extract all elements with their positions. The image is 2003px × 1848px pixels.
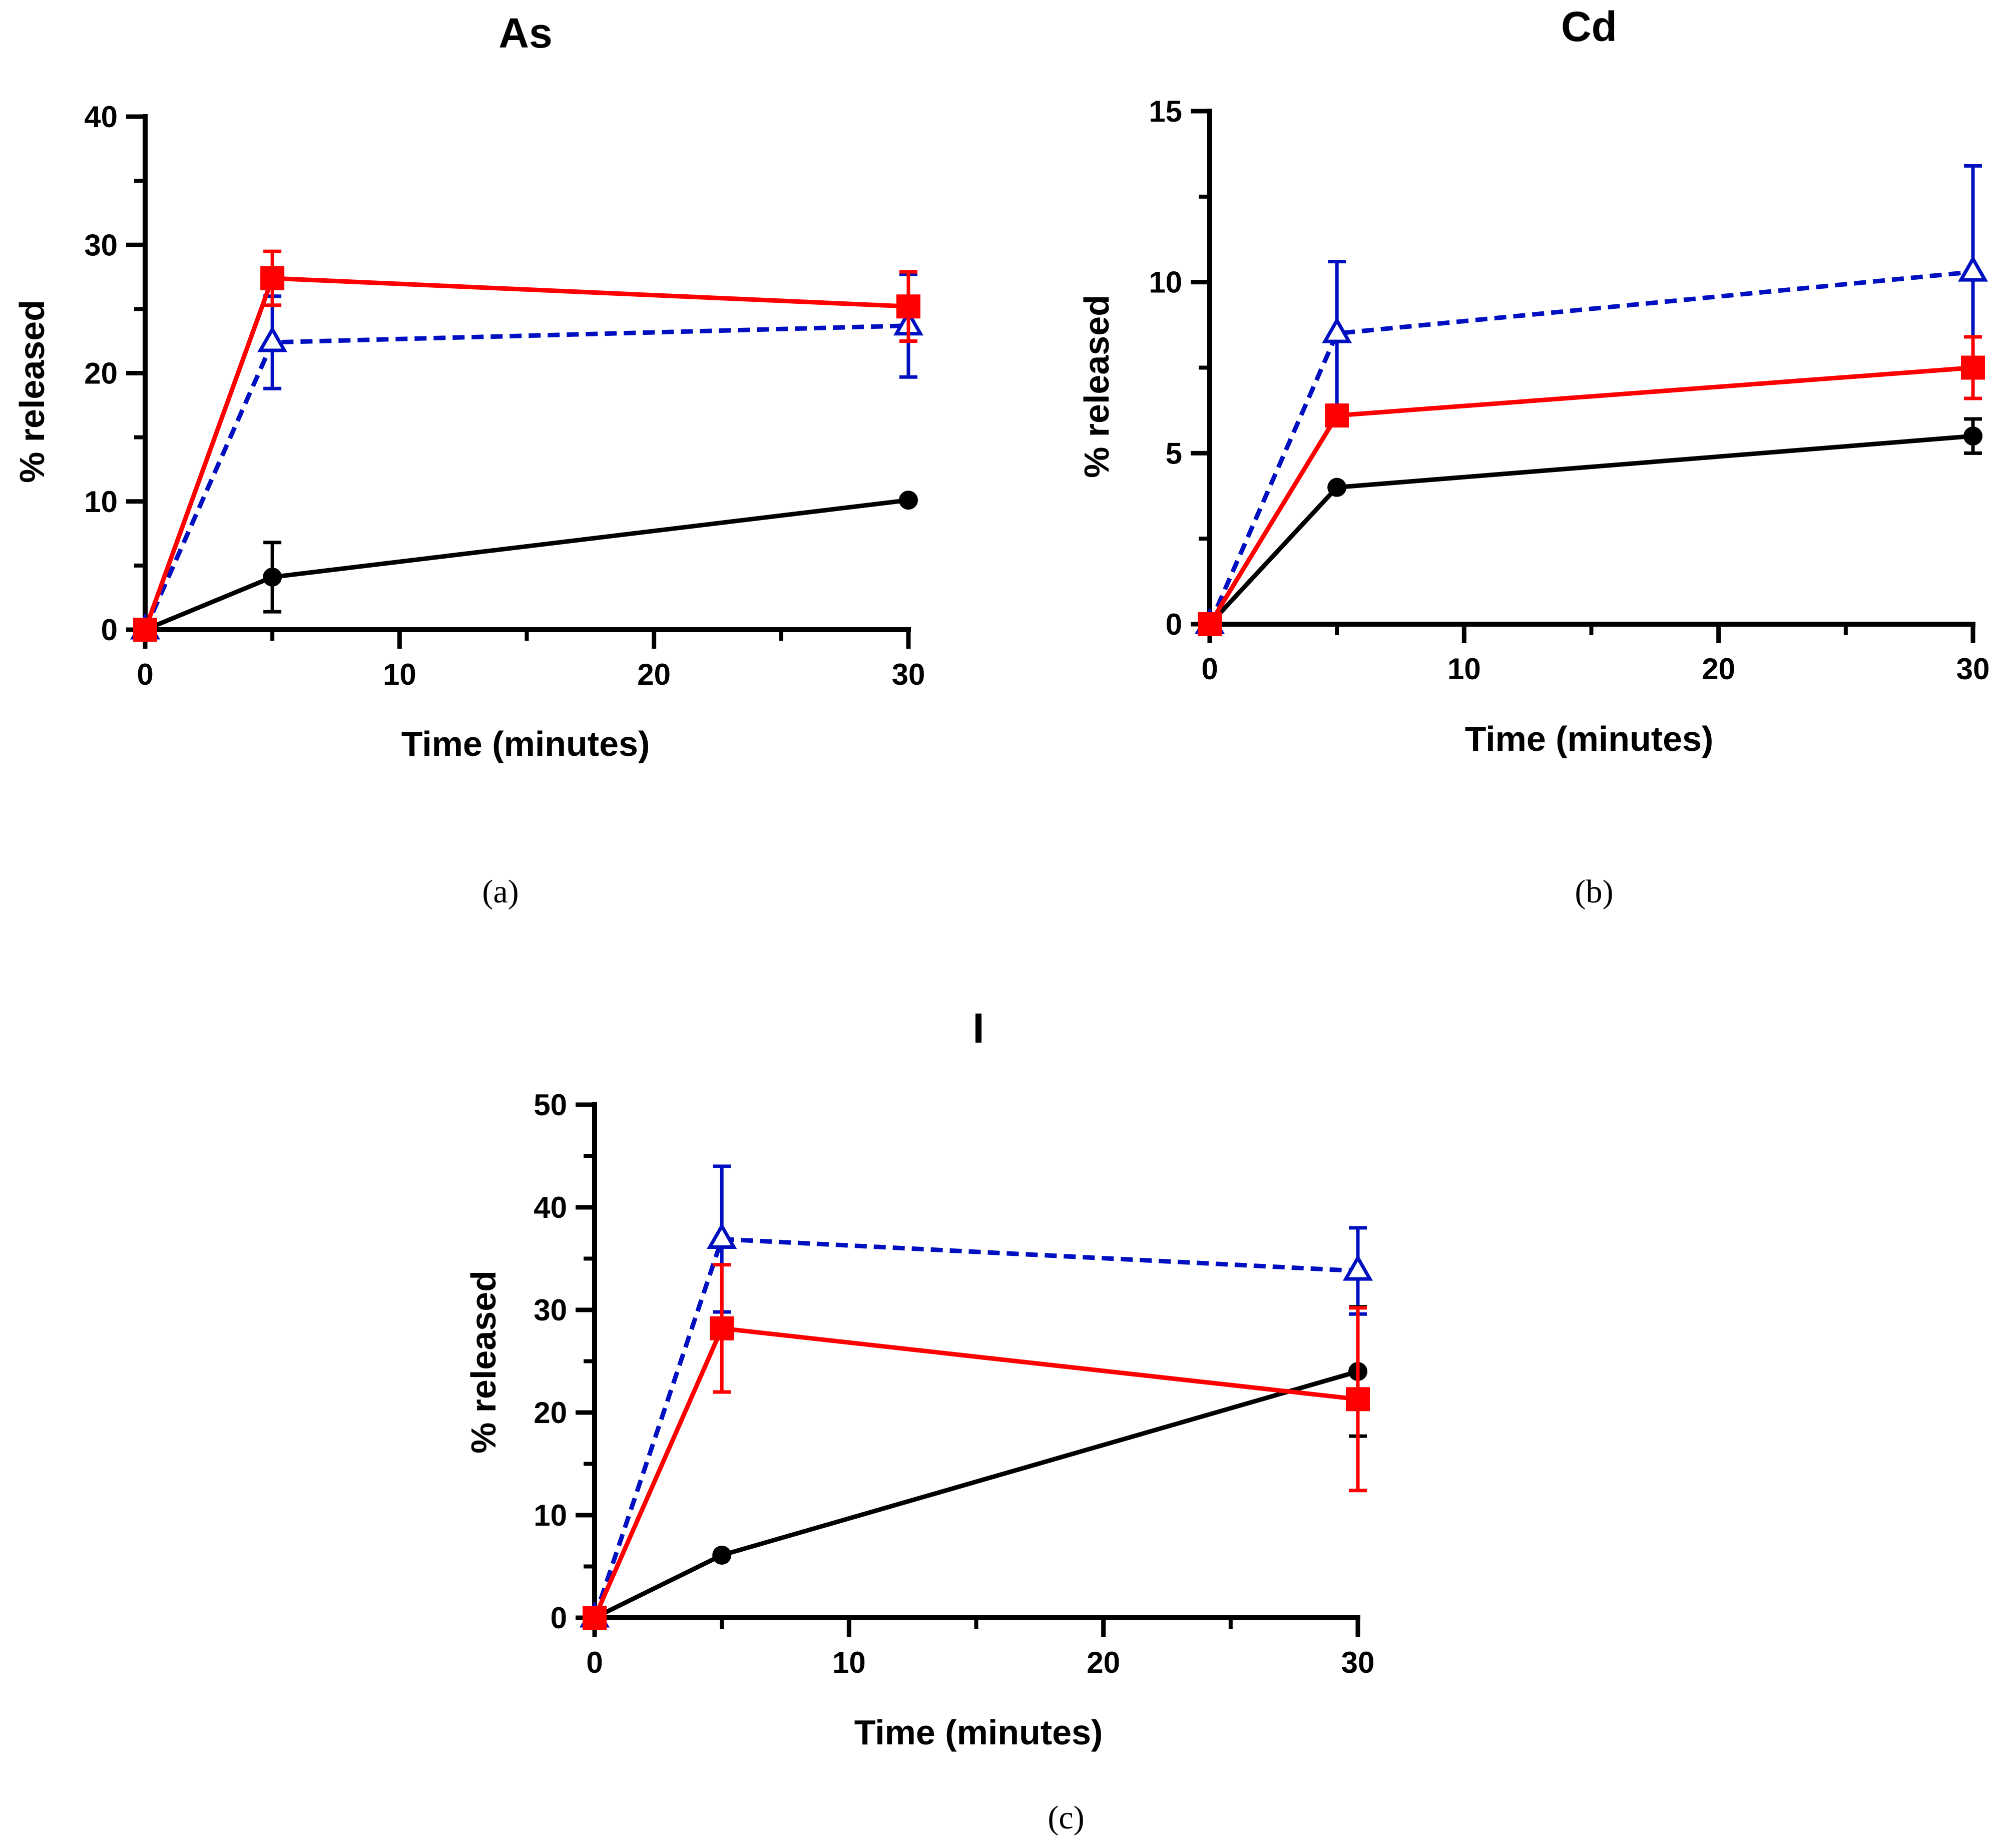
x-tick-label: 20 bbox=[1702, 652, 1735, 686]
y-tick-label: 10 bbox=[84, 485, 118, 519]
caption: (b) bbox=[1575, 873, 1614, 910]
y-tick-label: 5 bbox=[1166, 436, 1182, 470]
data-point bbox=[896, 294, 920, 319]
caption: (a) bbox=[482, 873, 519, 910]
x-axis-label: Time (minutes) bbox=[401, 724, 650, 763]
y-tick-label: 0 bbox=[101, 613, 118, 647]
series-line bbox=[1208, 365, 1973, 626]
x-tick-label: 10 bbox=[383, 658, 416, 691]
data-point bbox=[1346, 1387, 1370, 1412]
y-tick-label: 20 bbox=[534, 1396, 567, 1430]
series-red bbox=[1198, 335, 1985, 636]
x-tick-label: 10 bbox=[1447, 652, 1481, 686]
y-axis-label: % released bbox=[464, 1270, 503, 1454]
y-tick-label: 50 bbox=[534, 1088, 567, 1122]
chart-title: I bbox=[972, 1005, 984, 1052]
y-tick-label: 0 bbox=[551, 1601, 567, 1635]
series-line bbox=[594, 1369, 1359, 1620]
x-tick-label: 0 bbox=[586, 1646, 603, 1679]
data-point bbox=[583, 1606, 607, 1630]
x-tick-label: 30 bbox=[1956, 652, 1990, 686]
series-line bbox=[144, 498, 909, 632]
data-point bbox=[1957, 255, 1988, 282]
panel-c: I Time (minutes) % released 010203040500… bbox=[464, 1005, 1374, 1836]
data-point bbox=[712, 1545, 732, 1565]
data-point bbox=[1325, 403, 1349, 428]
y-tick-label: 40 bbox=[534, 1191, 567, 1224]
x-tick-label: 30 bbox=[892, 658, 925, 691]
data-point bbox=[263, 567, 282, 587]
x-tick-label: 20 bbox=[637, 658, 671, 691]
series-blue bbox=[1194, 164, 1988, 634]
y-tick-label: 0 bbox=[1166, 608, 1182, 641]
data-point bbox=[1327, 478, 1347, 497]
series-line bbox=[1207, 269, 1973, 625]
series-blue bbox=[130, 272, 924, 640]
series-line bbox=[1208, 433, 1973, 626]
x-tick-label: 30 bbox=[1341, 1646, 1375, 1679]
chart-title: As bbox=[498, 10, 552, 57]
y-tick-label: 30 bbox=[534, 1293, 567, 1327]
tick-group: 0 10 20 30 40 0 10 20 30 bbox=[84, 100, 925, 691]
y-tick-label: 30 bbox=[84, 228, 118, 262]
y-axis-label: % released bbox=[13, 300, 52, 483]
data-point bbox=[1322, 317, 1352, 343]
x-tick-label: 10 bbox=[832, 1646, 866, 1679]
data-point bbox=[257, 325, 288, 352]
series-red bbox=[133, 249, 920, 642]
panel-b: Cd Time (minutes) % released 0 5 10 15 0 10 20… bbox=[1077, 3, 1989, 910]
tick-group: 0 10 20 30 40 50 0 10 20 30 bbox=[534, 1088, 1374, 1679]
series-red bbox=[583, 1263, 1370, 1630]
y-tick-label: 10 bbox=[1149, 266, 1182, 299]
series-line bbox=[592, 1326, 1358, 1619]
x-axis-label: Time (minutes) bbox=[1465, 719, 1714, 758]
data-point bbox=[133, 618, 157, 642]
panel-a: As Time (minutes) % released 0 10 20 30 40 0 1… bbox=[13, 10, 925, 910]
data-point bbox=[1342, 1254, 1373, 1281]
caption: (c) bbox=[1048, 1799, 1084, 1836]
x-tick-label: 0 bbox=[137, 658, 153, 691]
data-point bbox=[710, 1316, 734, 1340]
plot-area bbox=[579, 1164, 1373, 1630]
data-point bbox=[707, 1222, 737, 1249]
y-tick-label: 10 bbox=[534, 1499, 567, 1532]
data-point bbox=[899, 491, 918, 510]
chart-title: Cd bbox=[1561, 3, 1617, 50]
plot-area bbox=[1194, 164, 1988, 636]
y-tick-label: 20 bbox=[84, 357, 118, 390]
data-point bbox=[1963, 426, 1982, 446]
series-line bbox=[143, 276, 909, 631]
series-blue bbox=[579, 1164, 1373, 1628]
x-tick-label: 0 bbox=[1201, 652, 1218, 686]
plot-area bbox=[130, 249, 924, 642]
series-black bbox=[136, 491, 918, 639]
y-axis-label: % released bbox=[1077, 295, 1116, 478]
x-axis-label: Time (minutes) bbox=[854, 1713, 1103, 1752]
data-point bbox=[1198, 612, 1222, 636]
tick-group: 0 5 10 15 0 10 20 30 bbox=[1149, 95, 1989, 686]
data-point bbox=[260, 266, 285, 290]
data-point bbox=[1961, 355, 1985, 380]
y-tick-label: 15 bbox=[1149, 95, 1182, 128]
x-tick-label: 20 bbox=[1087, 1646, 1120, 1679]
y-tick-label: 40 bbox=[84, 100, 118, 134]
